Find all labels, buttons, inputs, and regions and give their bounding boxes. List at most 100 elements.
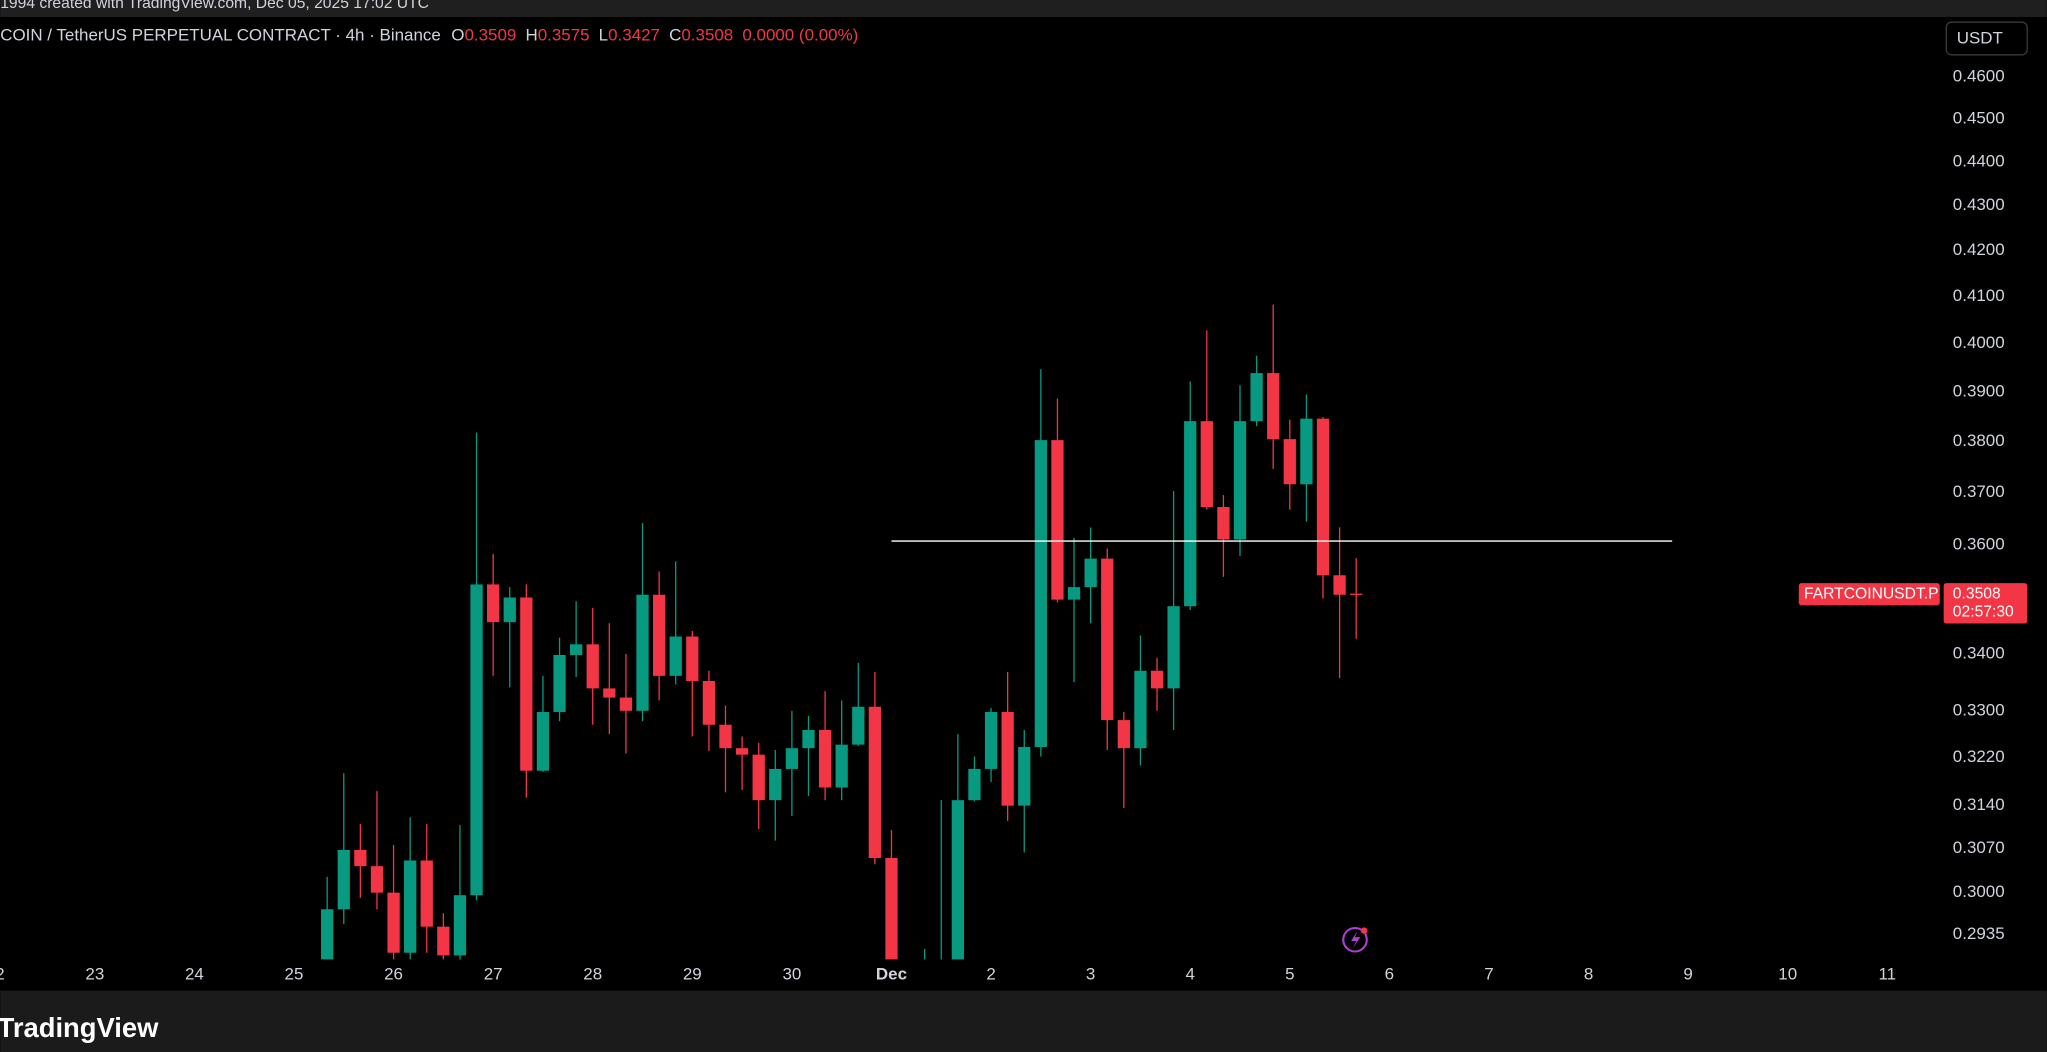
candle-body: [1283, 439, 1296, 485]
price-tag: FARTCOINUSDT.P 0.3508 02:57:30: [1798, 583, 2028, 624]
candle-body: [1250, 373, 1263, 422]
candle-body: [1001, 711, 1014, 806]
legend: COIN / TetherUS PERPETUAL CONTRACT · 4h …: [0, 26, 858, 45]
currency-button[interactable]: [1945, 21, 2028, 56]
candle-body: [719, 724, 732, 749]
candle-body: [354, 849, 367, 867]
candle-body: [1051, 440, 1064, 600]
x-tick-label: 24: [185, 964, 204, 983]
symbol: COIN / TetherUS PERPETUAL CONTRACT · 4h …: [0, 26, 441, 45]
candle-body: [387, 892, 400, 953]
y-tick-label: 0.4300: [1953, 195, 2005, 214]
candle-body: [835, 744, 848, 788]
countdown: 02:57:30: [1953, 604, 2014, 621]
candle-body: [1233, 421, 1247, 540]
y-tick-label: 0.4200: [1953, 240, 2005, 259]
candle-body: [1333, 575, 1346, 595]
candle-body: [735, 748, 749, 755]
y-tick-label: 0.3300: [1953, 700, 2005, 719]
x-tick-label: 30: [782, 964, 801, 983]
y-tick-label: 0.3070: [1953, 838, 2005, 857]
ohlc-label: H: [525, 26, 537, 45]
candle-body: [968, 768, 981, 801]
top-bar: [0, 0, 2047, 17]
candle-body: [520, 597, 533, 771]
candle-body: [868, 706, 882, 859]
x-tick-label: 23: [85, 964, 104, 983]
y-tick-label: 0.3400: [1953, 643, 2005, 662]
x-tick-label: 29: [683, 964, 702, 983]
candle-body: [1316, 418, 1330, 576]
x-tick-label: 8: [1584, 964, 1593, 983]
last-price: 0.3508: [1953, 585, 2001, 602]
x-tick-label: 11: [1878, 964, 1896, 983]
candle-body: [852, 706, 865, 745]
ohlc-label: L: [599, 26, 608, 45]
candle-body: [686, 636, 699, 681]
candle-body: [1150, 670, 1164, 689]
candle-body: [1018, 747, 1031, 806]
candle-body: [802, 729, 815, 749]
x-tick-label: 10: [1778, 964, 1797, 983]
candle-body: [1300, 418, 1313, 485]
y-tick-label: 0.3800: [1953, 431, 2005, 450]
x-tick-label: 22: [0, 964, 5, 983]
candle-body: [1267, 373, 1280, 440]
candle-body: [370, 866, 384, 893]
y-tick-label: 0.3000: [1953, 882, 2005, 901]
candle-body: [1034, 440, 1047, 748]
candle-body: [453, 895, 467, 956]
x-tick-label: 7: [1484, 964, 1493, 983]
y-tick-label: 0.3600: [1953, 534, 2005, 553]
x-tick-label: 28: [583, 964, 602, 983]
candle-body: [1217, 507, 1230, 540]
y-tick-label: 0.4000: [1953, 333, 2005, 352]
candle-body: [769, 768, 782, 801]
open-value: 0.3509: [464, 26, 516, 45]
x-tick-label: 4: [1185, 964, 1194, 983]
candle-body: [702, 680, 716, 725]
y-tick-label: 0.3220: [1953, 747, 2005, 766]
candle-body: [619, 697, 633, 711]
candle-body: [503, 597, 516, 623]
y-tick-label: 0.2935: [1953, 924, 2005, 943]
x-tick-label: 9: [1683, 964, 1692, 983]
plot-area: [321, 304, 1673, 960]
y-tick-label: 0.3900: [1953, 382, 2005, 401]
candle-body: [569, 644, 583, 655]
candle-body: [1101, 558, 1114, 721]
x-tick-label: 25: [285, 964, 304, 983]
y-tick-label: 0.4100: [1953, 286, 2005, 305]
candle-body: [603, 688, 616, 698]
candle-body: [1067, 587, 1081, 600]
currency-label[interactable]: USDT: [1957, 29, 2003, 48]
candle-body: [404, 860, 417, 953]
y-tick-label: 0.4400: [1953, 151, 2005, 170]
x-tick-label: 6: [1385, 964, 1394, 983]
candle-body: [752, 754, 765, 801]
candle-body: [536, 711, 550, 771]
x-tick-label: 2: [986, 964, 995, 983]
low-value: 0.3427: [608, 26, 660, 45]
last-price-box: [1943, 583, 2028, 624]
candle-body: [1134, 670, 1147, 749]
candle-body: [984, 711, 998, 769]
candle-body: [1167, 606, 1180, 689]
candle-body: [885, 858, 898, 960]
change: 0.0000 (0.00%): [742, 26, 858, 45]
candle-body: [669, 636, 682, 676]
y-tick-label: 0.4500: [1953, 109, 2005, 128]
symbol-tag-box: [1798, 583, 1940, 606]
candle-body: [586, 644, 599, 689]
y-tick-label: 0.3700: [1953, 482, 2005, 501]
y-tick-label: 0.4600: [1953, 67, 2005, 86]
candle-body: [470, 584, 483, 896]
candle-body: [818, 729, 832, 788]
bottom-bar: [0, 990, 2047, 1052]
candle-body: [437, 926, 450, 956]
alert-icon[interactable]: [1342, 926, 1368, 953]
ohlc-label: O: [451, 26, 464, 45]
